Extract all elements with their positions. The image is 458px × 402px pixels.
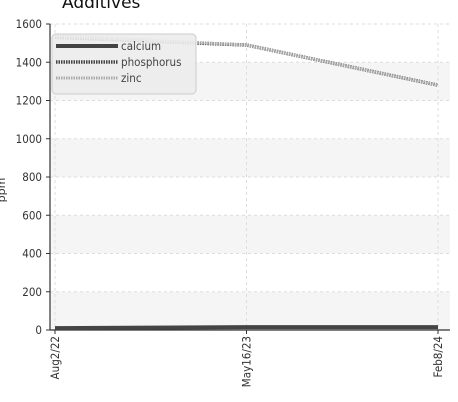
y-tick-label: 600 — [22, 208, 42, 222]
y-tick-label: 1400 — [16, 55, 42, 69]
grid-band — [50, 291, 450, 330]
plot-background-bands — [50, 62, 450, 330]
y-ticks: 0 200 400 600 800 1000 1200 1400 1600 — [16, 17, 50, 337]
y-tick-label: 800 — [22, 170, 42, 184]
y-tick-label: 400 — [22, 247, 42, 261]
x-tick-label: Aug2/22 — [48, 336, 62, 379]
x-tick-label: Feb8/24 — [431, 336, 445, 378]
legend-label-calcium: calcium — [121, 39, 161, 53]
grid-lines — [50, 23, 450, 330]
y-tick-label: 1000 — [16, 132, 42, 146]
y-axis-label: ppm — [0, 178, 8, 203]
y-tick-label: 1200 — [16, 94, 42, 108]
y-tick-label: 200 — [22, 285, 42, 299]
x-ticks: Aug2/22 May16/23 Feb8/24 — [48, 330, 445, 387]
grid-band — [50, 215, 450, 254]
legend-box — [51, 33, 197, 95]
grid-band — [50, 138, 450, 177]
x-tick-label: May16/23 — [240, 336, 254, 387]
legend: calcium phosphorus zinc — [51, 33, 197, 95]
legend-label-zinc: zinc — [121, 71, 142, 85]
legend-label-phosphorus: phosphorus — [121, 55, 182, 69]
series-line-calcium — [54, 325, 438, 331]
y-tick-label: 1600 — [16, 17, 42, 31]
chart-title: Additives — [62, 0, 141, 13]
y-tick-label: 0 — [35, 323, 42, 337]
